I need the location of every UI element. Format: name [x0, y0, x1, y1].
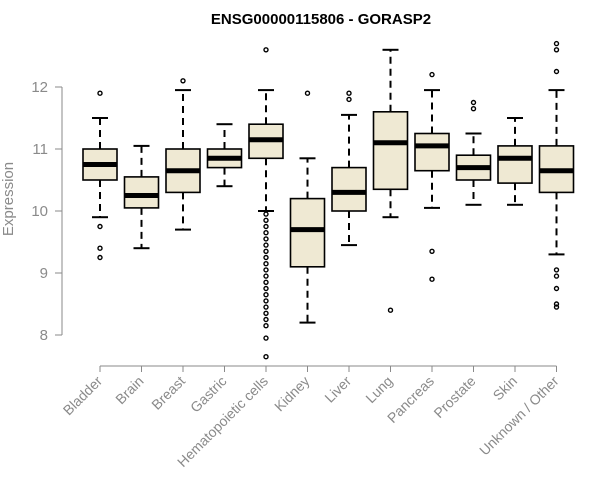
- outlier-point: [387, 307, 394, 313]
- box-liver: [331, 90, 367, 247]
- box-breast: [165, 78, 201, 231]
- outlier-point: [180, 78, 186, 84]
- box-gastric: [206, 123, 243, 188]
- category-label: Lung: [362, 373, 395, 406]
- box-brain: [123, 144, 160, 250]
- outlier-point: [263, 304, 269, 310]
- outlier-point: [470, 99, 477, 106]
- outlier-point: [553, 304, 560, 310]
- outlier-point: [263, 273, 269, 279]
- outlier-point: [263, 242, 269, 248]
- category-label: Breast: [148, 373, 188, 413]
- y-tick-label: 11: [32, 141, 48, 158]
- outlier-point: [263, 223, 269, 230]
- outlier-point: [429, 276, 435, 282]
- box-lung: [372, 48, 409, 313]
- outlier-point: [553, 40, 560, 47]
- outlier-point: [429, 71, 435, 78]
- outlier-point: [97, 254, 103, 261]
- y-tick-label: 10: [31, 203, 48, 220]
- outlier-point: [553, 273, 560, 279]
- outlier-point: [263, 267, 269, 273]
- outlier-point: [263, 47, 269, 53]
- box-unknown-other: [538, 40, 575, 310]
- outlier-point: [263, 211, 269, 217]
- outlier-point: [553, 267, 560, 273]
- outlier-point: [553, 301, 560, 307]
- outlier-point: [470, 105, 477, 112]
- category-label: Unknown / Other: [476, 373, 562, 459]
- category-label: Prostate: [430, 373, 478, 421]
- box-prostate: [455, 99, 492, 206]
- outlier-point: [263, 279, 269, 285]
- outlier-point: [97, 90, 103, 96]
- category-label: Liver: [321, 373, 354, 406]
- y-tick-label: 8: [40, 327, 48, 344]
- box-iqr: [289, 197, 326, 268]
- box-kidney: [289, 90, 326, 324]
- y-axis-title: Expression: [0, 162, 17, 236]
- outlier-point: [553, 285, 560, 292]
- y-tick-label: 12: [31, 79, 48, 96]
- outlier-point: [553, 68, 560, 75]
- outlier-point: [263, 254, 269, 261]
- outlier-point: [263, 310, 269, 316]
- outlier-point: [346, 90, 352, 96]
- box-iqr: [497, 145, 533, 184]
- outlier-point: [304, 90, 311, 96]
- outlier-point: [553, 47, 560, 53]
- box-iqr: [414, 132, 450, 172]
- box-pancreas: [414, 71, 450, 282]
- box-iqr: [331, 166, 367, 212]
- outlier-point: [263, 292, 269, 298]
- outlier-point: [429, 248, 435, 255]
- outlier-point: [263, 316, 269, 323]
- category-label: Brain: [112, 373, 146, 407]
- outlier-point: [263, 229, 269, 236]
- box-bladder: [82, 90, 118, 261]
- outlier-point: [263, 335, 269, 341]
- box-iqr: [123, 176, 160, 209]
- category-label: Skin: [490, 373, 521, 404]
- box-iqr: [372, 111, 409, 191]
- outlier-point: [263, 261, 269, 267]
- outlier-point: [97, 223, 103, 230]
- category-label: Kidney: [271, 373, 313, 415]
- y-axis: 8 9 10 11 12: [31, 79, 63, 344]
- outlier-point: [263, 298, 269, 304]
- outlier-point: [263, 354, 269, 360]
- outlier-point: [97, 245, 103, 251]
- box-skin: [497, 117, 533, 206]
- box-hematopoietic-cells: [248, 47, 284, 360]
- outlier-point: [263, 248, 269, 255]
- chart-title: ENSG00000115806 - GORASP2: [211, 11, 431, 28]
- outlier-point: [263, 217, 269, 224]
- box-series: [82, 40, 575, 360]
- category-label: Bladder: [60, 373, 106, 419]
- outlier-point: [263, 236, 269, 242]
- outlier-point: [263, 323, 269, 329]
- outlier-point: [263, 285, 269, 292]
- outlier-point: [346, 96, 352, 103]
- y-tick-label: 9: [40, 265, 48, 282]
